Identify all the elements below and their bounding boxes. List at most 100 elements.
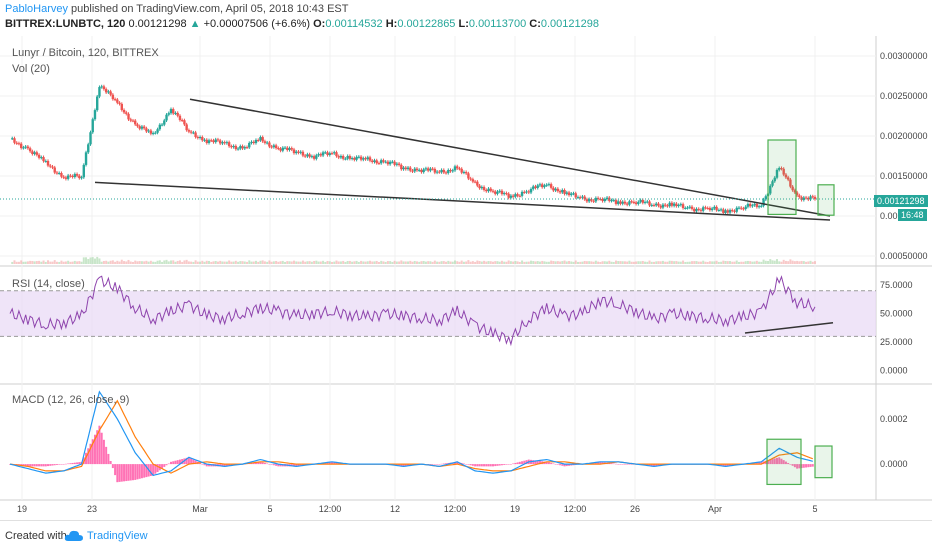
author-link[interactable]: PabloHarvey	[5, 3, 68, 15]
volume-bar	[105, 260, 108, 264]
volume-bar	[64, 261, 67, 264]
candle-body	[160, 124, 164, 126]
macd-histogram-bar	[26, 464, 29, 467]
candle-body	[695, 208, 698, 212]
high-value: 0.00122865	[397, 18, 456, 30]
candle-body	[91, 119, 94, 133]
volume-bar	[395, 261, 398, 264]
volume-bar	[96, 256, 99, 264]
candle-body	[464, 172, 468, 174]
candle-body	[286, 147, 289, 151]
volume-bar	[673, 261, 676, 264]
candle-body	[272, 145, 276, 148]
macd-histogram-bar	[809, 464, 812, 467]
volume-bar	[333, 261, 336, 264]
volume-bar	[377, 261, 380, 264]
candle-body	[355, 156, 358, 160]
macd-histogram-bar	[793, 464, 796, 468]
candle-body	[708, 208, 712, 211]
volume-bar	[331, 261, 333, 264]
candle-body	[78, 175, 81, 179]
chart-canvas[interactable]: 19 23 Mar 5 12:00 12 12:00 19 12:00 26 Apr 5 0.00300…	[0, 36, 932, 520]
candle-body	[163, 120, 166, 125]
candle-body	[422, 169, 425, 173]
candle-body	[807, 198, 810, 200]
candle-body	[120, 103, 124, 110]
candle-body	[543, 185, 546, 188]
candle-body	[603, 198, 607, 202]
volume-bar	[281, 260, 284, 264]
candle-body	[46, 160, 50, 166]
candle-body	[440, 169, 443, 173]
candle-body	[431, 168, 434, 170]
candle-body	[371, 160, 374, 162]
volume-bar	[353, 261, 356, 264]
volume-bar	[641, 260, 644, 264]
candle-body	[802, 197, 806, 200]
lower-trendline	[94, 181, 831, 221]
x-tick-label: 12	[390, 504, 400, 514]
volume-bar	[263, 261, 266, 264]
candle-body	[364, 158, 367, 160]
macd-histogram-bar	[465, 464, 468, 465]
candle-body	[203, 139, 206, 141]
volume-bar	[136, 261, 139, 264]
volume-bar	[279, 261, 282, 264]
macd-histogram-bar	[134, 464, 137, 480]
volume-bar	[458, 261, 461, 264]
candle-body	[274, 145, 278, 149]
volume-bar	[552, 261, 555, 264]
macd-histogram-bar	[518, 461, 521, 465]
volume-bar	[471, 261, 474, 264]
volume-bar	[474, 261, 477, 264]
macd-histogram-bar	[760, 461, 763, 465]
volume-bar	[538, 261, 541, 264]
volume-bar	[76, 261, 79, 264]
candle-body	[581, 196, 584, 198]
candle-body	[80, 177, 83, 179]
candle-body	[261, 137, 264, 142]
macd-histogram-bar	[811, 464, 814, 467]
candle-body	[775, 169, 779, 178]
volume-bar	[453, 260, 456, 264]
volume-bar	[699, 261, 702, 264]
macd-histogram-bar	[802, 464, 805, 468]
macd-histogram-bar	[165, 464, 168, 466]
macd-histogram-bar	[331, 461, 333, 465]
macd-histogram-bar	[568, 464, 571, 466]
candle-body	[174, 112, 177, 114]
macd-histogram-bar	[49, 464, 52, 466]
candle-body	[505, 193, 508, 195]
macd-histogram-bar	[409, 464, 412, 466]
candle-body	[540, 184, 544, 188]
volume-bar	[69, 261, 72, 264]
candle-body	[567, 192, 571, 196]
tradingview-brand[interactable]: TradingView	[87, 530, 148, 542]
candle-body	[675, 203, 678, 207]
candle-body	[628, 201, 631, 205]
volume-bar	[190, 261, 193, 264]
candle-body	[406, 167, 410, 170]
candle-body	[254, 139, 258, 144]
macd-histogram-bar	[91, 439, 94, 465]
candle-body	[791, 186, 794, 191]
candle-body	[813, 196, 817, 200]
macd-histogram-bar	[438, 464, 441, 465]
candle-body	[69, 175, 72, 177]
candle-body	[572, 193, 575, 195]
volume-bar	[58, 261, 61, 264]
volume-bar	[798, 261, 801, 264]
candle-body	[125, 112, 128, 114]
candle-body	[545, 184, 548, 186]
candle-body	[335, 152, 338, 157]
last-price-tag: 0.00121298	[874, 195, 928, 207]
candle-body	[713, 206, 716, 209]
volume-bar	[223, 261, 226, 264]
volume-bar	[310, 261, 313, 264]
candle-body	[297, 151, 300, 153]
volume-bar	[369, 260, 372, 264]
volume-bar	[767, 260, 770, 264]
low-value: 0.00113700	[468, 18, 527, 30]
candle-body	[324, 152, 327, 154]
volume-bar	[205, 260, 208, 264]
